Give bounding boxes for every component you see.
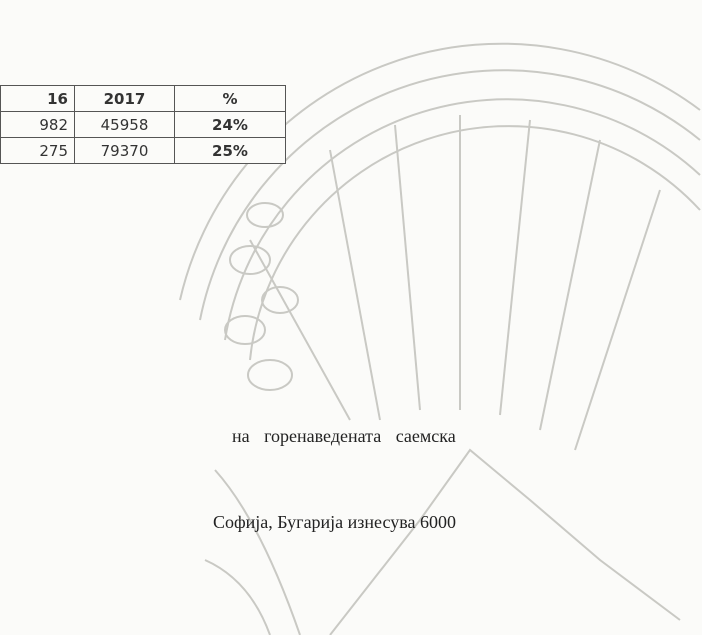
mountain [330,450,680,635]
wheat-grain [225,316,265,344]
table-row: 275 79370 25% [1,138,286,164]
ray [575,190,660,450]
wheat-grain [262,287,298,313]
ray [395,125,420,410]
cell: 275 [1,138,75,164]
wheat-grain [248,360,292,390]
header-row: 16 2017 % [1,86,286,112]
page: {"table": {"header": ["16", "2017", "%"]… [0,0,702,635]
cell: 24% [175,112,286,138]
cell: 45958 [75,112,175,138]
data-table: 16 2017 % 982 45958 24% 275 79370 25% [0,85,286,164]
cell: 79370 [75,138,175,164]
leaf [215,470,300,635]
text-line: на горенаведената саемска [232,426,456,447]
header-cell: % [175,86,286,112]
arc [180,44,700,300]
table-row: 982 45958 24% [1,112,286,138]
header-cell: 16 [1,86,75,112]
leaf [205,560,270,635]
ray [500,120,530,415]
header-cell: 2017 [75,86,175,112]
text-line: Софија, Бугарија изнесува 6000 [213,512,456,533]
ray [330,150,380,420]
ray [540,140,600,430]
cell: 982 [1,112,75,138]
cell: 25% [175,138,286,164]
arc [250,126,700,360]
